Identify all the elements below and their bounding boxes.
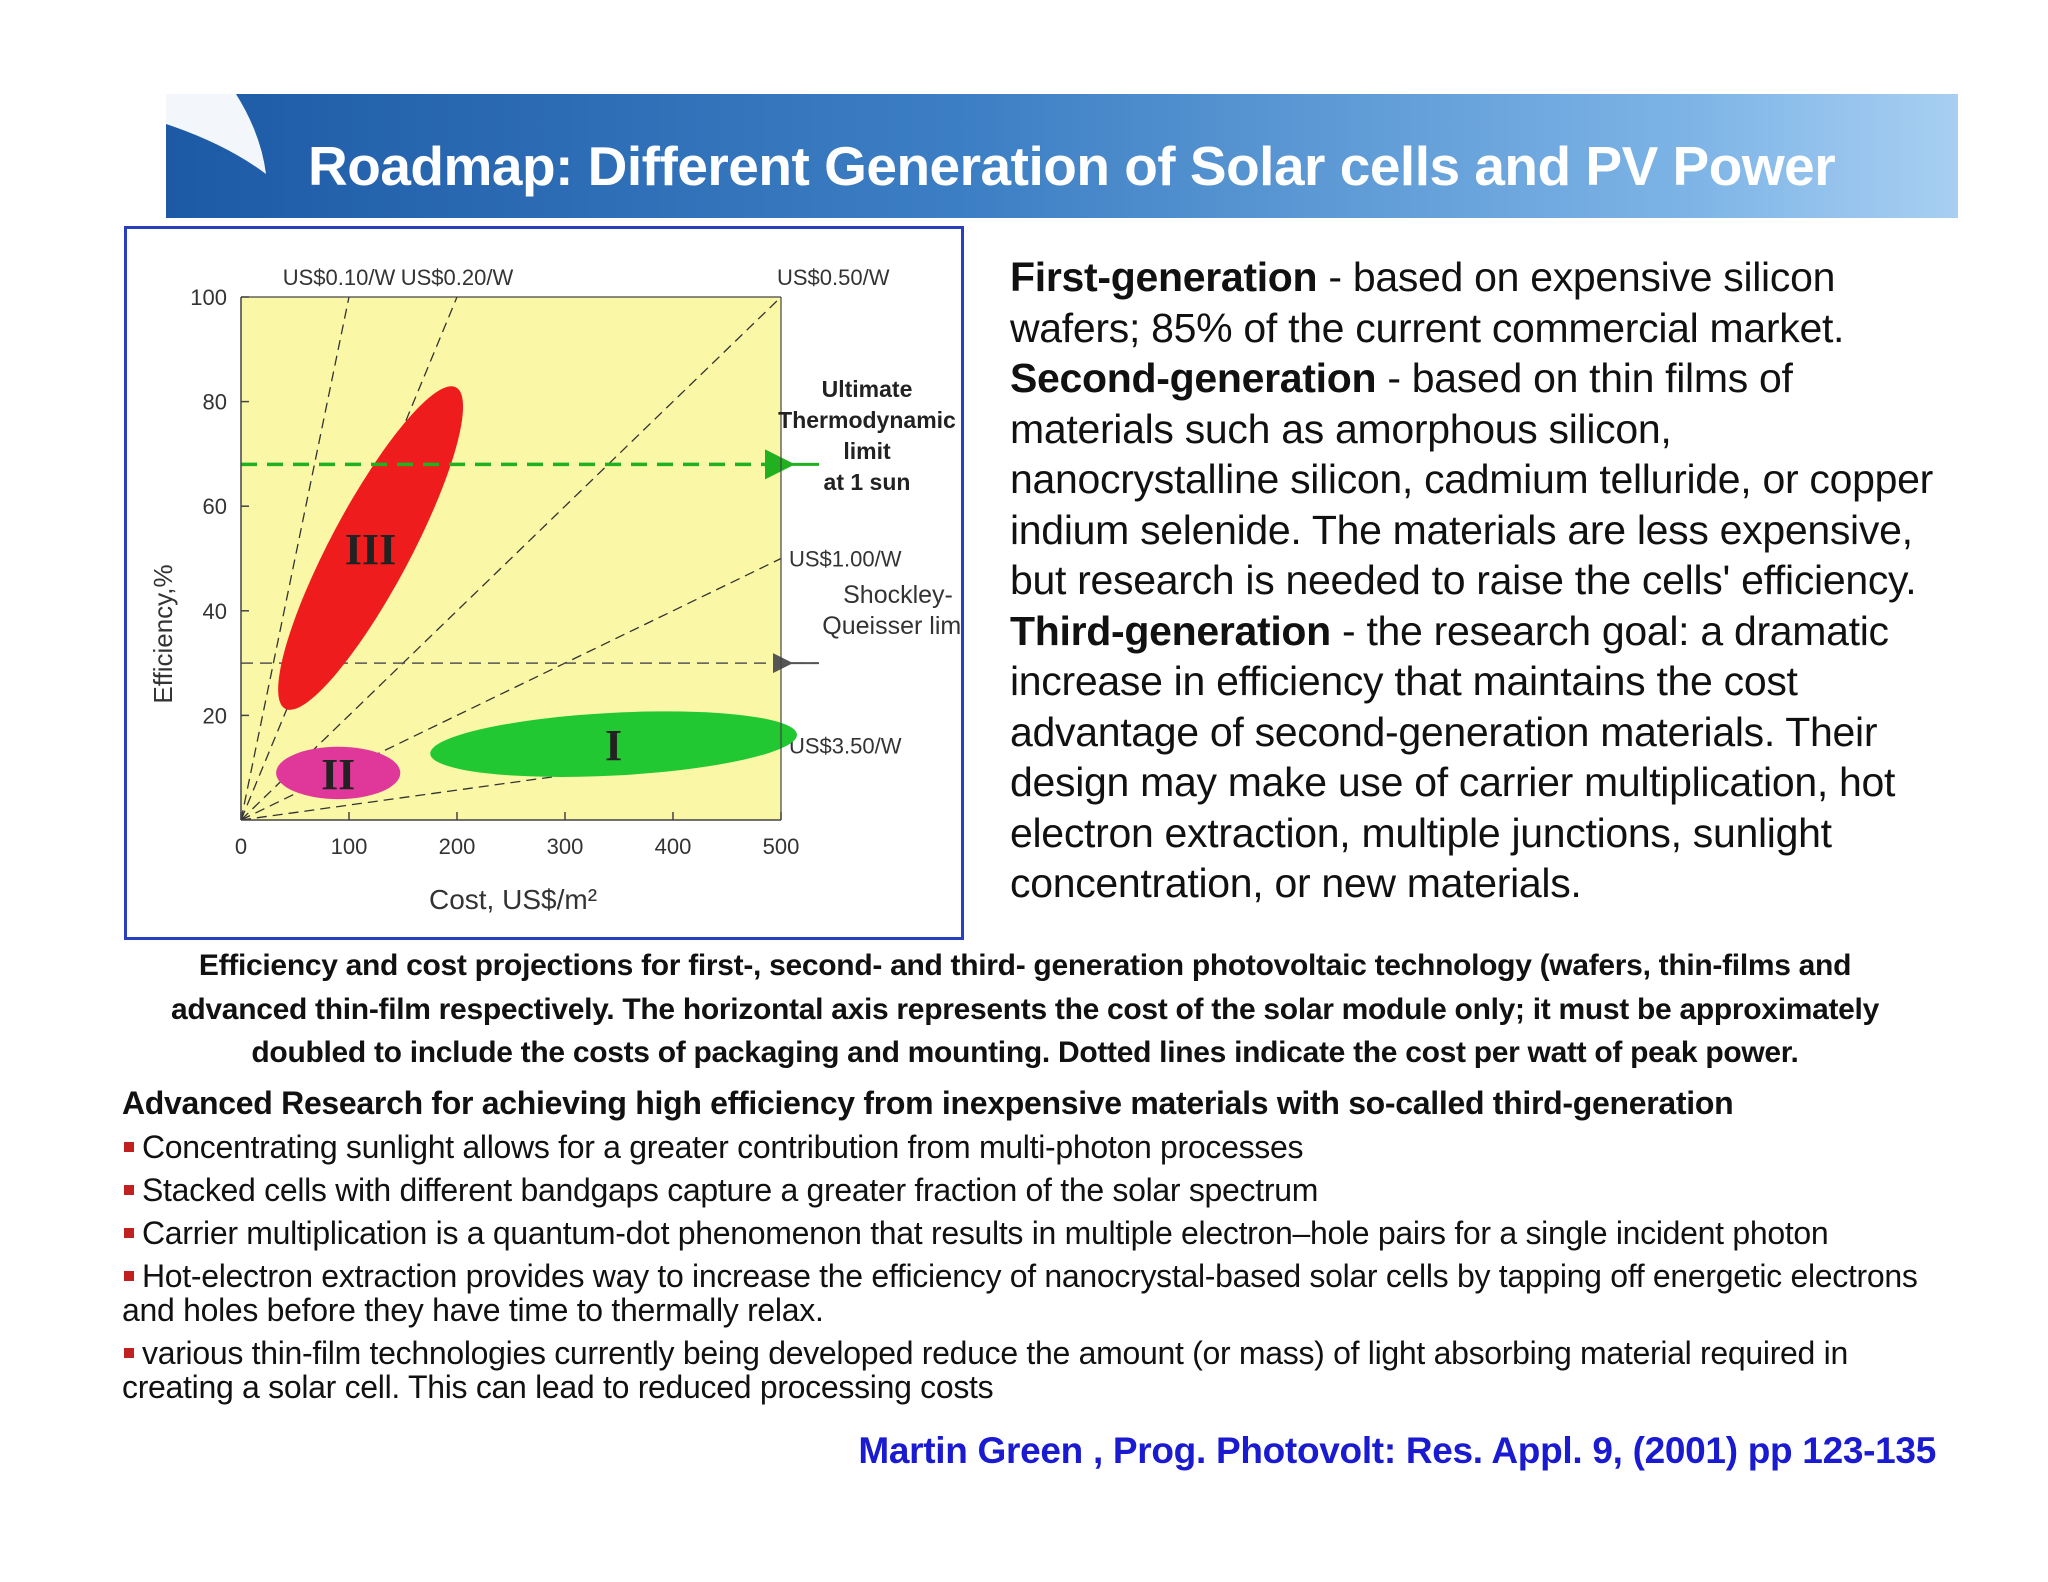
y-tick-label: 60 [203,494,227,519]
research-bullet-text: Carrier multiplication is a quantum-dot … [142,1215,1829,1251]
region-label: II [321,750,355,799]
research-bullet: Hot-electron extraction provides way to … [122,1259,1922,1327]
research-section: Advanced Research for achieving high eff… [122,1086,1922,1413]
cost-per-watt-label: US$0.10/W [283,265,396,290]
chart-y-axis-label: Efficiency,% [148,564,178,703]
research-bullet-text: Concentrating sunlight allows for a grea… [142,1129,1304,1165]
research-bullet-text: Stacked cells with different bandgaps ca… [142,1172,1319,1208]
y-tick-label: 80 [203,390,227,415]
bullet-square-icon [124,1347,134,1358]
slide-title: Roadmap: Different Generation of Solar c… [308,135,1836,197]
second-generation-paragraph: Second-generation - based on thin films … [1010,353,1950,606]
y-tick-label: 100 [190,285,227,310]
research-bullet: Carrier multiplication is a quantum-dot … [122,1216,1922,1250]
x-tick-label: 300 [547,834,584,859]
thermodynamic-limit-label: at 1 sun [824,469,911,495]
figure-caption: Efficiency and cost projections for firs… [171,949,1879,1069]
header-band [166,94,1958,218]
region-ellipse [430,711,797,777]
research-bullet: various thin-film technologies currently… [122,1336,1922,1404]
first-generation-paragraph: First-generation - based on expensive si… [1010,252,1950,353]
x-tick-label: 100 [331,834,368,859]
third-generation-text: - the research goal: a dramatic increase… [1010,607,1896,907]
second-generation-text: - based on thin films of materials such … [1010,355,1933,603]
x-tick-label: 0 [235,834,247,859]
generation-descriptions: First-generation - based on expensive si… [1010,252,1950,909]
x-tick-label: 400 [655,834,692,859]
region-ellipse [278,386,464,710]
third-generation-title: Third-generation [1010,607,1331,654]
header-swoosh-graphic [166,94,266,174]
y-tick-label: 40 [203,599,227,624]
cost-per-watt-label: US$0.20/W [401,265,514,290]
bullet-square-icon [124,1270,134,1281]
cost-per-watt-line [240,296,350,821]
research-bullet-text: Hot-electron extraction provides way to … [122,1258,1918,1328]
shockley-queisser-label: Shockley- [843,581,953,609]
region-label: III [345,525,396,574]
cost-per-watt-line [240,296,782,821]
region-label: I [605,721,622,770]
bullet-square-icon [124,1141,134,1152]
third-generation-paragraph: Third-generation - the research goal: a … [1010,606,1950,909]
research-bullet: Concentrating sunlight allows for a grea… [122,1130,1922,1164]
cost-per-watt-label: US$1.00/W [789,547,902,572]
thermodynamic-limit-label: Ultimate [822,376,913,402]
y-tick-label: 20 [203,703,227,728]
shockley-queisser-label: Queisser limit [822,612,961,640]
chart-frame: US$0.10/W US$0.20/W US$0.50/W US$1.00/W US$3… [124,226,964,940]
cost-per-watt-label: US$0.50/W [777,265,890,290]
second-generation-title: Second-generation [1010,355,1377,401]
research-bullet-text: various thin-film technologies currently… [122,1335,1848,1405]
research-bullet: Stacked cells with different bandgaps ca… [122,1173,1922,1207]
x-tick-label: 500 [763,834,800,859]
first-generation-title: First-generation [1010,254,1318,300]
x-tick-label: 200 [439,834,476,859]
research-bullet-list: Concentrating sunlight allows for a grea… [122,1130,1922,1404]
efficiency-cost-chart: US$0.10/W US$0.20/W US$0.50/W US$1.00/W US$3… [148,265,961,915]
thermodynamic-limit-label: Thermodynamic [778,407,956,433]
bullet-square-icon [124,1227,134,1238]
research-heading: Advanced Research for achieving high eff… [122,1085,1734,1121]
region-ellipse [276,746,401,800]
chart-x-axis-label: Cost, US$/m² [429,884,597,915]
cost-per-watt-label: US$3.50/W [789,733,902,758]
cost-per-watt-line [240,296,458,821]
citation-reference: Martin Green , Prog. Photovolt: Res. App… [858,1430,1936,1471]
bullet-square-icon [124,1184,134,1195]
thermodynamic-limit-label: limit [843,438,891,464]
first-generation-text: - based on expensive silicon wafers; 85%… [1010,254,1845,351]
